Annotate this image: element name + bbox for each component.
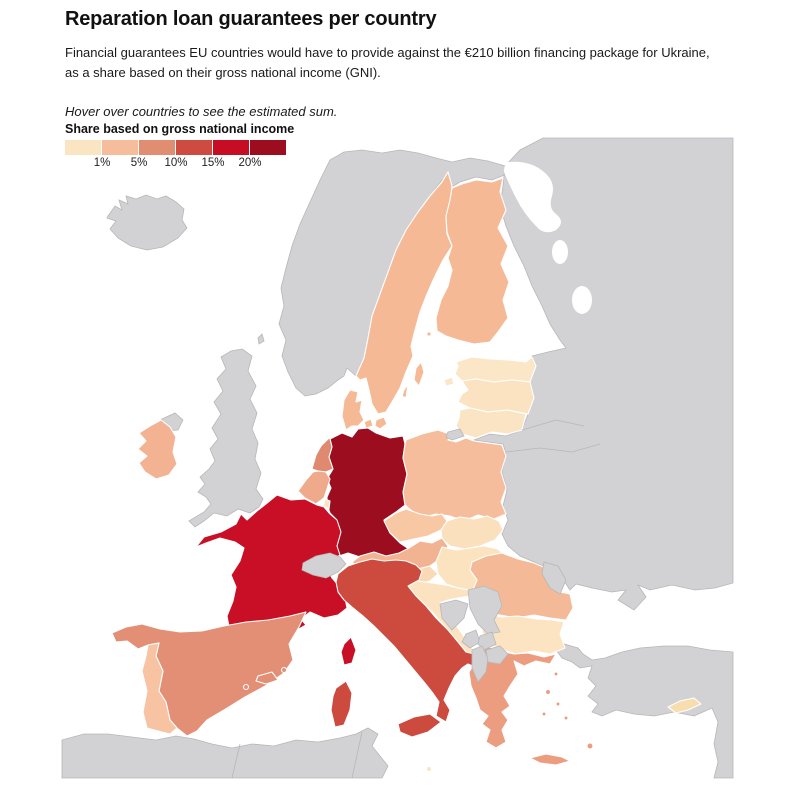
legend-title: Share based on gross national income	[65, 122, 295, 136]
region-turkey-levant	[555, 643, 734, 779]
island-crete[interactable]: Greece	[529, 753, 571, 766]
legend-tick: 10%	[164, 157, 188, 169]
lake-onega	[552, 240, 568, 264]
lake-ladoga	[572, 286, 592, 314]
island-sardinia[interactable]: Italy	[330, 680, 353, 728]
country-sweden[interactable]: Sweden	[355, 171, 453, 415]
country-luxembourg[interactable]: Luxembourg	[322, 498, 331, 510]
country-cyprus[interactable]: Cyprus	[667, 697, 702, 714]
header: Reparation loan guarantees per country F…	[65, 8, 755, 119]
region-bosnia	[439, 599, 469, 631]
border-belarus-russia	[521, 419, 585, 431]
page-title: Reparation loan guarantees per country	[65, 8, 437, 30]
aegean-island[interactable]: Greece	[541, 711, 547, 717]
country-italy[interactable]: Italy	[335, 558, 483, 723]
aegean-island[interactable]: Greece	[553, 671, 559, 677]
island-funen[interactable]: Denmark	[363, 418, 374, 429]
border-algeria-tunisia	[351, 731, 363, 779]
country-denmark[interactable]: Denmark	[341, 389, 365, 431]
subtitle-line-1: Financial guarantees EU countries would …	[65, 45, 710, 60]
country-ireland[interactable]: Ireland	[137, 419, 178, 480]
region-albania	[471, 645, 489, 683]
country-portugal[interactable]: Portugal	[141, 642, 178, 735]
aegean-island[interactable]: Greece	[544, 688, 552, 696]
legend-swatch	[102, 140, 138, 155]
country-poland[interactable]: Poland	[402, 429, 507, 522]
legend-tick: 1%	[93, 157, 111, 169]
legend-swatch	[139, 140, 175, 155]
legend-swatch	[213, 140, 249, 155]
subtitle-line-2: as a share based on their gross national…	[65, 64, 381, 80]
aegean-island[interactable]: Greece	[563, 715, 569, 721]
island-rhodes[interactable]: Greece	[586, 742, 594, 750]
aegean-island[interactable]: Greece	[555, 701, 561, 707]
region-north-africa	[61, 727, 389, 779]
country-spain[interactable]: Spain	[111, 611, 307, 737]
legend-tick: 20%	[238, 157, 262, 169]
shetland-islands	[257, 333, 265, 345]
island-saaremaa[interactable]: Estonia	[443, 376, 455, 387]
region-serbia	[467, 585, 503, 635]
legend-tick-labels: 1% 5% 10% 15% 20%	[65, 157, 287, 173]
country-malta[interactable]: Malta	[425, 765, 433, 773]
island-oland[interactable]: Sweden	[401, 383, 409, 399]
island-corsica[interactable]: France	[340, 636, 357, 666]
island-zealand[interactable]: Denmark	[374, 416, 388, 430]
aland-islands[interactable]: Finland	[426, 331, 432, 337]
white-sea-inlet	[504, 161, 561, 233]
legend-swatch	[176, 140, 212, 155]
subtitle: Financial guarantees EU countries would …	[65, 43, 755, 82]
country-netherlands[interactable]: Netherlands	[311, 437, 334, 473]
legend-swatch	[250, 140, 286, 155]
legend-color-scale	[65, 140, 287, 155]
island-ibiza[interactable]: Spain	[242, 683, 250, 691]
island-gotland[interactable]: Sweden	[413, 361, 425, 387]
country-finland[interactable]: Finland	[435, 177, 510, 345]
island-mallorca[interactable]: Spain	[255, 671, 279, 685]
legend: Share based on gross national income 1% …	[65, 122, 294, 173]
region-north-macedonia	[485, 645, 509, 665]
hover-note: Hover over countries to see the estimate…	[65, 104, 338, 119]
island-sicily[interactable]: Italy	[397, 713, 442, 738]
legend-tick: 5%	[130, 157, 148, 169]
region-switzerland	[301, 552, 347, 579]
country-lithuania[interactable]: Lithuania	[455, 407, 527, 439]
country-belgium[interactable]: Belgium	[297, 470, 331, 505]
region-kosovo	[477, 631, 497, 651]
region-moldova	[541, 561, 567, 595]
border-morocco-algeria	[231, 743, 241, 779]
country-estonia[interactable]: Estonia	[454, 356, 537, 383]
region-iceland	[106, 194, 188, 251]
island-menorca[interactable]: Spain	[280, 666, 288, 674]
region-kaliningrad	[445, 428, 465, 441]
country-slovakia[interactable]: Slovakia	[440, 515, 504, 550]
country-greece[interactable]: Greece	[468, 645, 557, 749]
legend-tick: 15%	[201, 157, 225, 169]
border-ukraine-belarus	[505, 443, 601, 453]
region-russia-belarus-ukraine	[473, 137, 734, 611]
legend-swatch	[65, 140, 101, 155]
region-montenegro	[461, 629, 481, 649]
region-united-kingdom	[188, 348, 264, 528]
